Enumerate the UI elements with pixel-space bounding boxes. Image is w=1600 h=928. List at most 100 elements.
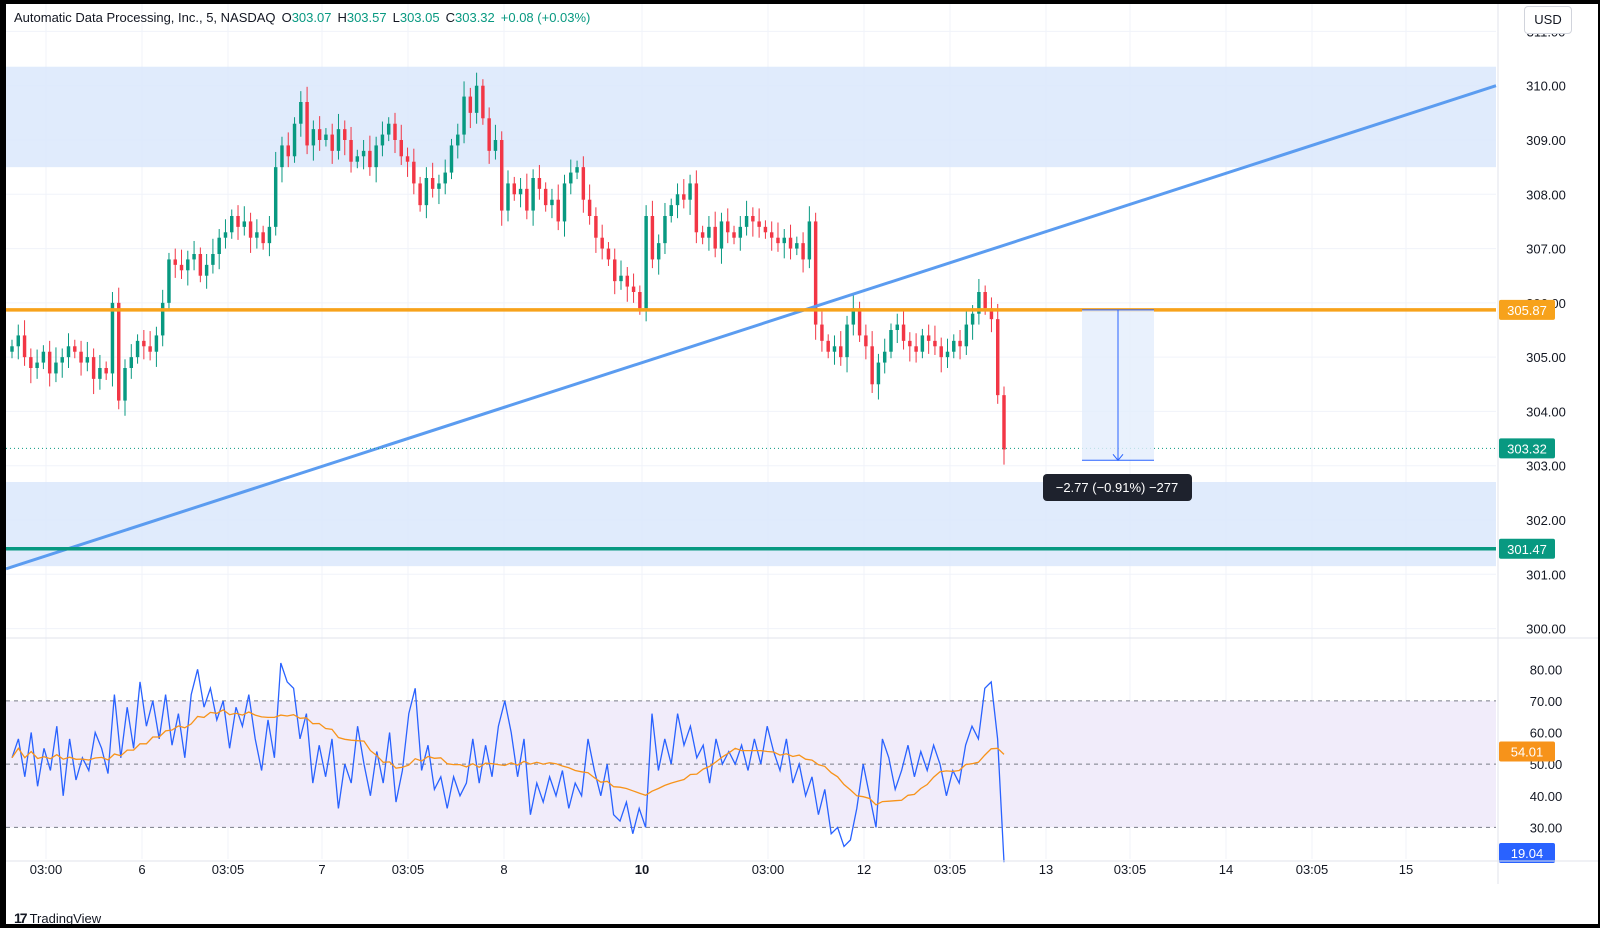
- candle-body: [255, 232, 259, 238]
- candle-body: [330, 134, 334, 151]
- candle-body: [499, 140, 504, 211]
- candle-body: [374, 145, 378, 168]
- candle-body: [688, 183, 692, 200]
- candle-body: [543, 188, 548, 206]
- candle-body: [581, 167, 586, 200]
- candle-body: [832, 346, 837, 352]
- candle-body: [368, 150, 372, 168]
- time-tick-label: 03:05: [1114, 862, 1147, 877]
- chart-canvas[interactable]: −2.77 (−0.91%) −277311.00310.00309.00308…: [6, 4, 1598, 924]
- candle-body: [694, 183, 699, 233]
- candle-body: [418, 183, 422, 206]
- price-tick-label: 302.00: [1526, 513, 1566, 528]
- close-value: 303.32: [455, 10, 495, 25]
- price-tick-label: 307.00: [1526, 242, 1566, 257]
- candle-body: [531, 178, 535, 211]
- measure-arrow-head: [1112, 453, 1124, 462]
- candle-body: [54, 362, 58, 374]
- candle-body: [776, 237, 780, 244]
- tradingview-logo-icon: 17: [14, 910, 28, 924]
- candle-body: [129, 357, 134, 368]
- candle-body: [983, 292, 987, 309]
- candle-body: [700, 232, 705, 238]
- candle-body: [336, 129, 341, 151]
- time-tick-label: 03:05: [934, 862, 967, 877]
- rsi-ma-label-box: [1499, 741, 1555, 762]
- rsi-tick-label: 30.00: [1530, 820, 1563, 835]
- tradingview-logo[interactable]: 17 TradingView: [14, 910, 101, 924]
- currency-button[interactable]: USD: [1524, 6, 1572, 34]
- rsi-tick-label: 60.00: [1530, 726, 1563, 741]
- close-label: C: [445, 10, 455, 25]
- candle-body: [550, 199, 554, 206]
- candle-body: [587, 199, 592, 216]
- chart-panel: −2.77 (−0.91%) −277311.00310.00309.00308…: [6, 4, 1598, 924]
- level-price-label: 305.87: [1507, 303, 1547, 318]
- candle-body: [468, 96, 473, 113]
- candle-body: [16, 335, 21, 347]
- candle-body: [349, 140, 353, 162]
- candle-body: [211, 254, 215, 265]
- symbol-title[interactable]: Automatic Data Processing, Inc., 5, NASD…: [14, 10, 276, 25]
- candle-body: [763, 226, 768, 233]
- time-tick-label: 10: [635, 862, 649, 877]
- candle-body: [757, 221, 761, 227]
- candle-body: [167, 259, 171, 303]
- candle-body: [889, 330, 893, 352]
- candle-body: [939, 346, 943, 358]
- candle-body: [857, 308, 862, 336]
- time-tick-label: 13: [1039, 862, 1053, 877]
- candle-body: [738, 226, 743, 238]
- change-value: +0.08 (+0.03%): [500, 10, 591, 25]
- candle-body: [820, 324, 824, 341]
- candle-body: [267, 226, 272, 244]
- low-value: 303.05: [399, 10, 440, 25]
- candle-body: [506, 183, 510, 211]
- price-tick-label: 305.00: [1526, 350, 1566, 365]
- candle-body: [945, 351, 950, 358]
- candle-body: [669, 205, 673, 216]
- candle-body: [443, 172, 447, 184]
- candle-body: [487, 118, 491, 151]
- candle-body: [569, 172, 573, 184]
- candle-body: [286, 145, 290, 157]
- measure-label-box: [1043, 474, 1192, 501]
- candle-body: [412, 161, 416, 184]
- candle-body: [562, 183, 567, 222]
- candle-body: [782, 237, 786, 244]
- candle-body: [399, 140, 403, 157]
- rsi-value-label-box: [1499, 843, 1555, 863]
- candle-body: [91, 357, 96, 379]
- candle-body: [405, 156, 410, 162]
- candle-body: [242, 221, 247, 227]
- candle-body: [462, 96, 466, 135]
- high-value: 303.57: [346, 10, 387, 25]
- candle-body: [625, 275, 630, 287]
- candle-body: [380, 134, 385, 146]
- candle-body: [280, 145, 284, 168]
- candle-body: [512, 183, 517, 195]
- candle-body: [60, 357, 64, 363]
- time-tick-label: 12: [857, 862, 871, 877]
- level-price-label-box: [1499, 538, 1555, 559]
- candle-body: [619, 275, 623, 282]
- last-price-label: 303.32: [1507, 441, 1547, 456]
- candle-body: [813, 221, 818, 325]
- candle-body: [989, 308, 994, 320]
- candle-body: [795, 243, 799, 249]
- candle-body: [311, 129, 316, 146]
- candle-body: [882, 351, 887, 363]
- candle-body: [769, 232, 774, 238]
- candle-body: [977, 292, 981, 314]
- candle-body: [361, 150, 366, 157]
- rsi-tick-label: 70.00: [1530, 694, 1563, 709]
- time-tick-label: 6: [138, 862, 145, 877]
- candle-body: [908, 340, 912, 347]
- candle-body: [952, 340, 956, 352]
- candle-body: [104, 368, 108, 374]
- candle-body: [154, 335, 159, 352]
- candle-body: [613, 259, 617, 282]
- time-tick-label: 03:00: [752, 862, 785, 877]
- candle-body: [456, 134, 460, 146]
